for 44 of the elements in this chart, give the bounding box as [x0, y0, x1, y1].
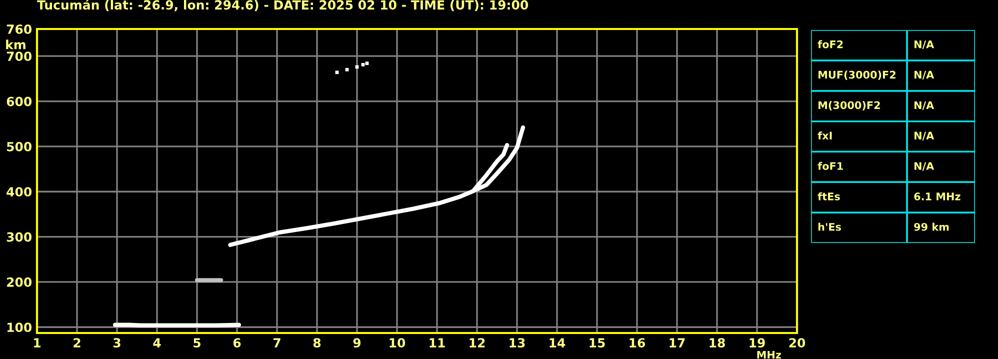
x-tick-label: 10 — [390, 338, 406, 348]
y-tick-label: 100 — [7, 322, 32, 332]
x-tick-label: 19 — [750, 338, 765, 348]
x-tick-label: 12 — [470, 338, 485, 348]
text: 6.1 MHz — [914, 192, 960, 200]
y-axis-title: km — [6, 40, 26, 50]
x-tick-label: 9 — [353, 338, 361, 348]
x-tick-label: 3 — [113, 338, 120, 348]
y-tick-label: 200 — [7, 277, 32, 287]
x-tick-label: 11 — [430, 338, 445, 348]
x-tick-label: 5 — [194, 338, 200, 348]
x-tick-label: 20 — [789, 338, 806, 348]
text: MUF(3000)F2 — [818, 70, 896, 80]
text: N/A — [914, 70, 934, 80]
y-tick-label: 300 — [6, 232, 32, 242]
x-tick-label: 13 — [510, 338, 525, 348]
y-tick-label: 600 — [6, 96, 32, 106]
text: N/A — [914, 162, 934, 171]
x-tick-label: 17 — [670, 338, 685, 348]
y-tick-label: 700 — [6, 52, 32, 62]
x-tick-label: 1 — [34, 338, 40, 348]
x-tick-label: 18 — [710, 338, 725, 348]
text: h'Es — [818, 222, 841, 231]
x-tick-label: 2 — [74, 338, 80, 348]
text: N/A — [914, 132, 934, 140]
x-axis-title: MHz — [757, 350, 781, 359]
x-tick-label: 14 — [550, 338, 566, 348]
text: M(3000)F2 — [818, 101, 880, 110]
x-tick-label: 4 — [153, 338, 161, 348]
y-tick-label: 500 — [7, 142, 32, 152]
y-tick-label: 760 — [6, 24, 32, 34]
text: fxI — [818, 131, 832, 140]
x-tick-label: 15 — [590, 338, 605, 348]
x-tick-label: 7 — [273, 338, 280, 348]
text: N/A — [914, 101, 934, 110]
x-tick-label: 8 — [313, 338, 321, 348]
y-tick-label: 400 — [6, 187, 32, 197]
text: foF2 — [818, 40, 843, 48]
text: foF1 — [818, 162, 843, 170]
x-tick-label: 16 — [630, 338, 646, 348]
text: ftEs — [818, 192, 840, 200]
text: 99 km — [914, 222, 949, 231]
x-tick-label: 6 — [233, 338, 241, 348]
text: N/A — [914, 40, 934, 50]
